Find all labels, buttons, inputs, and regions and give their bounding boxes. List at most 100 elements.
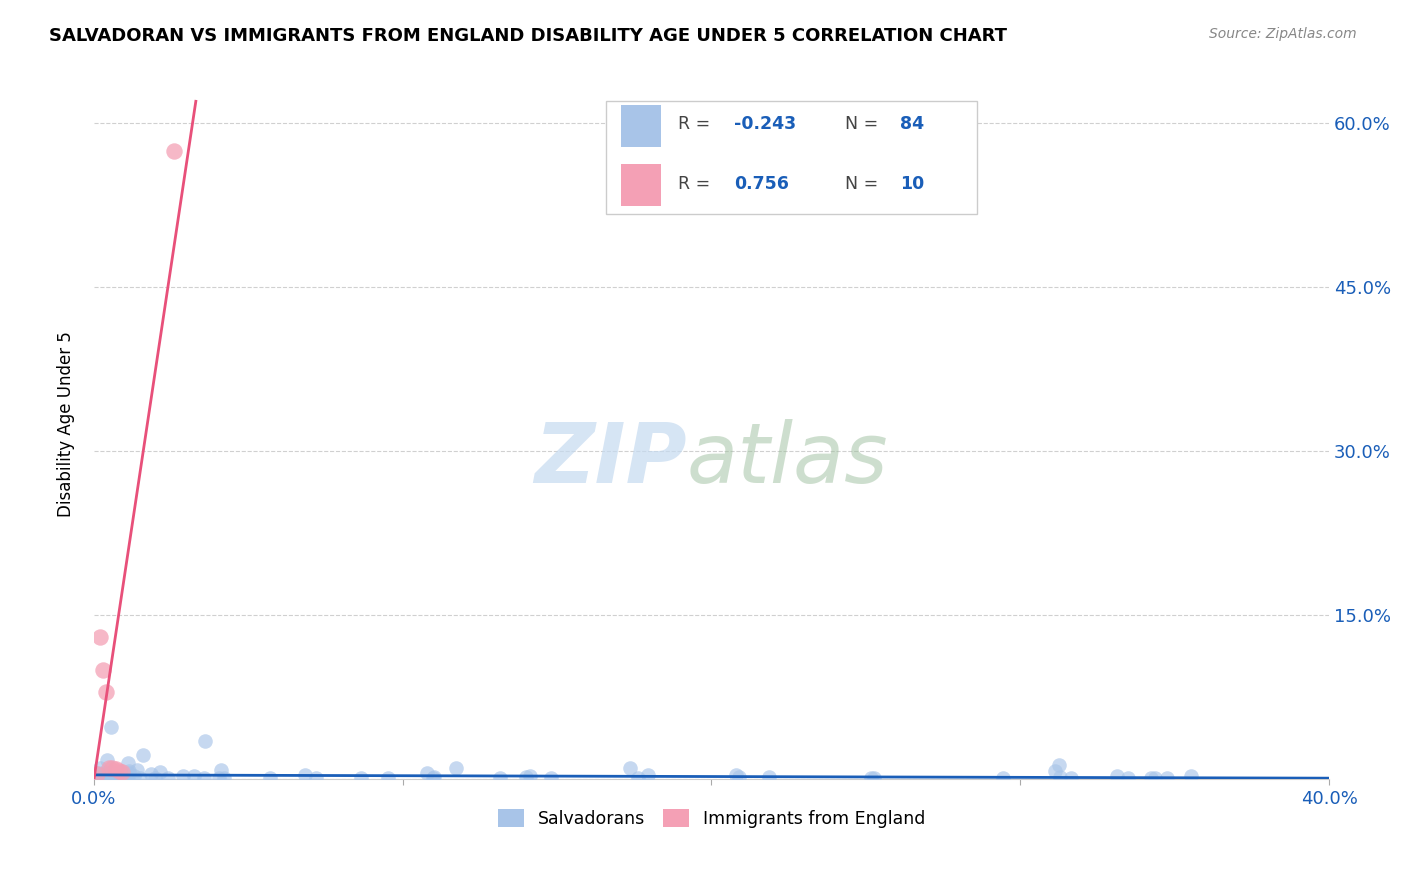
Point	[515, 770, 537, 784]
Point	[96, 685, 118, 699]
Point	[128, 771, 150, 785]
Point	[110, 765, 132, 780]
Point	[422, 771, 444, 785]
Point	[132, 748, 155, 763]
Point	[423, 770, 446, 784]
Point	[209, 763, 232, 777]
Point	[86, 771, 108, 785]
Text: N =: N =	[845, 175, 883, 193]
Point	[94, 765, 117, 780]
Point	[96, 771, 118, 785]
Point	[637, 768, 659, 782]
Point	[193, 771, 215, 785]
Point	[89, 761, 111, 775]
Point	[1049, 770, 1071, 784]
Text: 10: 10	[900, 175, 925, 193]
Point	[86, 766, 108, 780]
Point	[90, 771, 112, 785]
Text: R =: R =	[678, 115, 716, 133]
Text: SALVADORAN VS IMMIGRANTS FROM ENGLAND DISABILITY AGE UNDER 5 CORRELATION CHART: SALVADORAN VS IMMIGRANTS FROM ENGLAND DI…	[49, 27, 1007, 45]
Point	[105, 767, 128, 781]
Point	[863, 771, 886, 785]
Point	[157, 771, 180, 785]
Point	[104, 769, 127, 783]
Point	[991, 771, 1014, 785]
Point	[143, 771, 166, 785]
Point	[122, 769, 145, 783]
Point	[104, 763, 127, 777]
Text: N =: N =	[845, 115, 883, 133]
Point	[89, 771, 111, 785]
Point	[540, 771, 562, 785]
Point	[91, 770, 114, 784]
Point	[91, 765, 114, 780]
Point	[89, 630, 111, 644]
Point	[194, 734, 217, 748]
Point	[96, 766, 118, 780]
Point	[519, 769, 541, 783]
Point	[725, 768, 748, 782]
Point	[115, 770, 138, 784]
Text: 84: 84	[900, 115, 925, 133]
Point	[86, 771, 108, 785]
Point	[104, 771, 127, 785]
Point	[100, 764, 122, 779]
Point	[172, 769, 194, 783]
FancyBboxPatch shape	[621, 105, 661, 146]
Point	[183, 769, 205, 783]
Text: ZIP: ZIP	[534, 419, 686, 500]
Point	[627, 771, 650, 785]
Point	[96, 753, 118, 767]
Point	[87, 768, 110, 782]
Point	[758, 770, 780, 784]
Point	[110, 770, 132, 784]
Point	[1140, 771, 1163, 785]
Point	[727, 770, 749, 784]
Point	[488, 771, 510, 785]
Point	[98, 761, 121, 775]
Point	[87, 771, 110, 785]
Point	[125, 763, 148, 777]
Text: R =: R =	[678, 175, 721, 193]
Point	[149, 764, 172, 779]
Point	[117, 764, 139, 778]
Point	[1043, 764, 1066, 779]
Point	[107, 764, 129, 778]
Point	[305, 771, 328, 785]
Point	[1105, 769, 1128, 783]
Point	[101, 761, 124, 775]
Point	[1118, 771, 1140, 785]
Point	[1180, 769, 1202, 783]
Point	[1047, 758, 1070, 772]
Point	[1156, 771, 1178, 785]
Point	[108, 766, 131, 780]
Point	[444, 760, 467, 774]
Point	[415, 766, 437, 780]
Point	[350, 771, 373, 785]
Point	[89, 768, 111, 782]
Point	[90, 768, 112, 782]
Point	[97, 769, 120, 783]
Text: 0.756: 0.756	[734, 175, 789, 193]
Point	[259, 771, 281, 785]
Text: Source: ZipAtlas.com: Source: ZipAtlas.com	[1209, 27, 1357, 41]
Point	[294, 767, 316, 781]
Point	[110, 771, 132, 785]
Point	[90, 771, 112, 785]
FancyBboxPatch shape	[621, 164, 661, 206]
Point	[111, 764, 134, 779]
Point	[86, 766, 108, 780]
Point	[117, 756, 139, 770]
Point	[1143, 771, 1166, 785]
Point	[212, 771, 235, 785]
Legend: Salvadorans, Immigrants from England: Salvadorans, Immigrants from England	[491, 802, 932, 835]
Point	[118, 765, 141, 780]
Point	[208, 771, 231, 785]
Point	[112, 771, 135, 785]
Text: -0.243: -0.243	[734, 115, 796, 133]
Point	[377, 771, 399, 785]
Point	[1059, 771, 1081, 785]
Point	[117, 771, 139, 785]
Point	[86, 770, 108, 784]
Point	[90, 769, 112, 783]
